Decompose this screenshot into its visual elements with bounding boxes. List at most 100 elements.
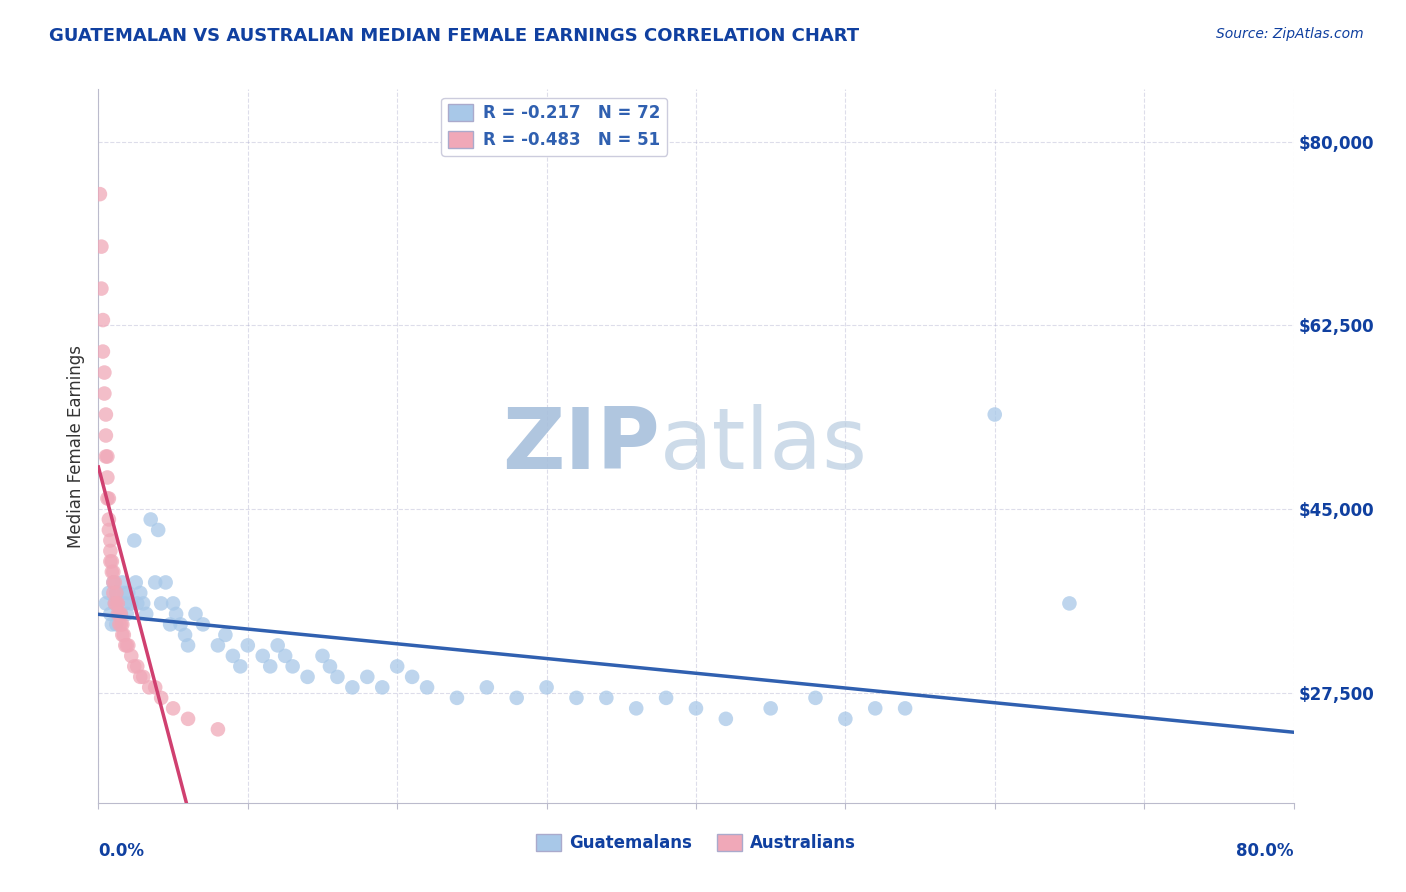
Point — [475, 681, 498, 695]
Text: 80.0%: 80.0% — [1236, 842, 1294, 860]
Point — [138, 681, 160, 695]
Point — [150, 596, 173, 610]
Point — [91, 344, 114, 359]
Point — [177, 712, 200, 726]
Point — [124, 533, 146, 548]
Point — [96, 491, 118, 506]
Point — [150, 690, 173, 705]
Point — [108, 607, 131, 621]
Point — [98, 607, 122, 621]
Point — [385, 659, 409, 673]
Point — [96, 470, 118, 484]
Point — [107, 607, 129, 621]
Point — [191, 617, 214, 632]
Point — [159, 617, 181, 632]
Point — [112, 628, 135, 642]
Point — [326, 670, 349, 684]
Point — [259, 659, 281, 673]
Point — [101, 554, 124, 568]
Point — [105, 586, 128, 600]
Point — [148, 523, 170, 537]
Point — [117, 586, 139, 600]
Point — [103, 575, 125, 590]
Point — [655, 690, 678, 705]
Point — [236, 639, 259, 653]
Point — [714, 712, 737, 726]
Point — [90, 239, 112, 253]
Point — [356, 670, 378, 684]
Point — [214, 628, 236, 642]
Point — [984, 408, 1007, 422]
Point — [94, 450, 117, 464]
Point — [129, 586, 152, 600]
Point — [319, 659, 342, 673]
Point — [117, 639, 139, 653]
Point — [595, 690, 617, 705]
Point — [124, 659, 146, 673]
Point — [894, 701, 917, 715]
Point — [111, 575, 134, 590]
Point — [446, 690, 468, 705]
Point — [120, 648, 142, 663]
Point — [207, 639, 229, 653]
Text: ZIP: ZIP — [502, 404, 661, 488]
Point — [222, 648, 245, 663]
Point — [93, 366, 115, 380]
Point — [506, 690, 529, 705]
Point — [184, 607, 207, 621]
Point — [416, 681, 439, 695]
Point — [108, 617, 131, 632]
Point — [91, 313, 114, 327]
Point — [110, 607, 132, 621]
Point — [139, 512, 162, 526]
Point — [104, 596, 127, 610]
Point — [94, 408, 117, 422]
Point — [274, 648, 297, 663]
Point — [97, 491, 120, 506]
Point — [685, 701, 707, 715]
Point — [103, 586, 125, 600]
Point — [104, 575, 127, 590]
Point — [114, 596, 136, 610]
Point — [865, 701, 887, 715]
Point — [626, 701, 648, 715]
Point — [132, 596, 155, 610]
Point — [229, 659, 252, 673]
Point — [107, 596, 129, 610]
Point — [162, 701, 184, 715]
Point — [129, 670, 152, 684]
Legend: Guatemalans, Australians: Guatemalans, Australians — [529, 827, 863, 859]
Point — [804, 690, 827, 705]
Point — [759, 701, 782, 715]
Point — [267, 639, 290, 653]
Point — [143, 681, 166, 695]
Point — [93, 386, 115, 401]
Point — [135, 607, 157, 621]
Point — [536, 681, 558, 695]
Point — [97, 512, 120, 526]
Point — [207, 723, 229, 737]
Point — [169, 617, 191, 632]
Point — [105, 596, 128, 610]
Point — [115, 639, 138, 653]
Point — [97, 586, 120, 600]
Point — [311, 648, 333, 663]
Point — [120, 596, 142, 610]
Point — [105, 617, 128, 632]
Point — [105, 586, 128, 600]
Point — [371, 681, 394, 695]
Point — [112, 586, 135, 600]
Point — [115, 607, 138, 621]
Point — [401, 670, 423, 684]
Point — [143, 575, 166, 590]
Point — [111, 628, 134, 642]
Point — [1059, 596, 1081, 610]
Point — [125, 575, 148, 590]
Text: GUATEMALAN VS AUSTRALIAN MEDIAN FEMALE EARNINGS CORRELATION CHART: GUATEMALAN VS AUSTRALIAN MEDIAN FEMALE E… — [49, 27, 859, 45]
Point — [297, 670, 319, 684]
Y-axis label: Median Female Earnings: Median Female Earnings — [66, 344, 84, 548]
Point — [111, 617, 134, 632]
Point — [132, 670, 155, 684]
Point — [342, 681, 364, 695]
Point — [155, 575, 177, 590]
